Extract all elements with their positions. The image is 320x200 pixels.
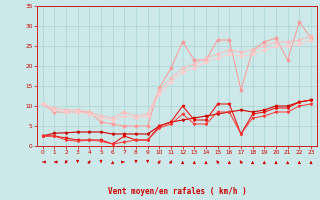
- Text: Vent moyen/en rafales ( km/h ): Vent moyen/en rafales ( km/h ): [108, 187, 247, 196]
